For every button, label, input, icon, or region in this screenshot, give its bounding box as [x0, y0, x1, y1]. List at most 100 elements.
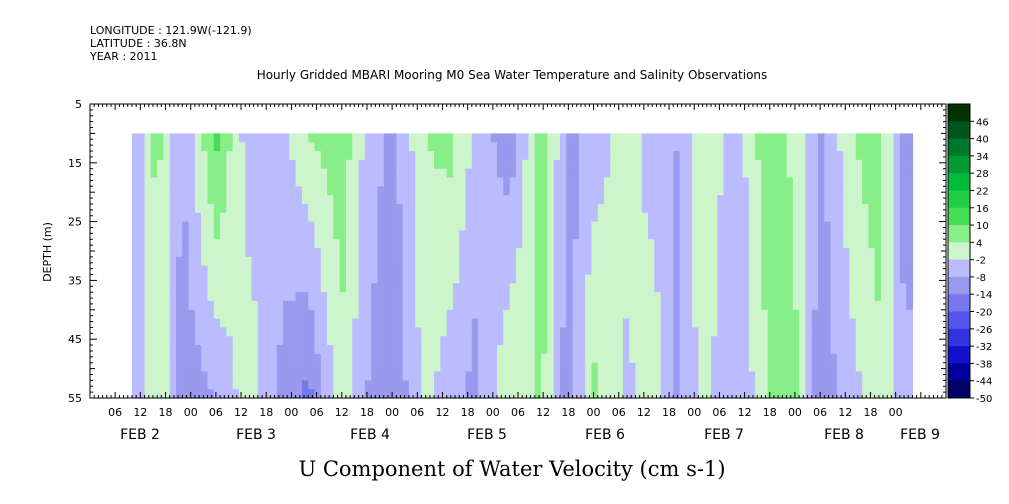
heat-cell — [723, 336, 731, 346]
heat-cell — [295, 336, 303, 346]
heat-cell — [478, 353, 486, 364]
colorbar-label: 40 — [976, 135, 989, 146]
heat-cell — [748, 336, 756, 346]
heat-cell — [830, 336, 838, 346]
heat-cell — [748, 327, 756, 337]
heat-cell — [176, 230, 183, 240]
heat-cell — [780, 300, 788, 311]
heat-cell — [163, 371, 171, 381]
heat-cell — [333, 309, 341, 320]
heat-cell — [478, 195, 486, 205]
heat-cell — [257, 195, 265, 205]
heat-cell — [232, 186, 240, 196]
heat-cell — [144, 274, 152, 284]
heat-cell — [182, 195, 190, 205]
heat-cell — [194, 274, 202, 284]
heat-cell — [213, 248, 221, 258]
heat-cell — [226, 239, 234, 249]
heat-cell — [578, 336, 586, 346]
heat-cell — [408, 230, 416, 240]
heat-cell — [289, 177, 297, 187]
heat-cell — [673, 371, 681, 381]
heat-cell — [339, 186, 347, 196]
heat-cell — [899, 336, 907, 346]
heat-cell — [333, 151, 341, 161]
heat-cell — [364, 309, 372, 320]
heat-cell — [534, 336, 542, 346]
heat-cell — [736, 230, 744, 240]
heat-cell — [723, 274, 731, 284]
heat-cell — [805, 248, 813, 258]
heat-cell — [880, 336, 888, 346]
heat-cell — [610, 318, 618, 329]
heat-cell — [522, 133, 530, 143]
colorbar-cell — [948, 311, 970, 330]
heat-cell — [220, 362, 227, 373]
heat-cell — [364, 371, 372, 381]
heat-cell — [578, 151, 586, 161]
heat-cell — [660, 371, 668, 381]
heat-cell — [654, 248, 662, 258]
heat-cell — [371, 327, 379, 337]
heat-cell — [673, 212, 681, 223]
heat-cell — [893, 186, 901, 196]
heat-cell — [597, 265, 605, 276]
heat-cell — [371, 336, 379, 346]
heat-cell — [729, 203, 737, 214]
heat-cell — [194, 248, 202, 258]
heat-cell — [799, 362, 807, 373]
heat-cell — [666, 203, 674, 214]
heat-cell — [220, 265, 227, 276]
heat-cell — [238, 239, 246, 249]
heat-cell — [799, 212, 807, 223]
heat-cell — [704, 248, 712, 258]
heat-cell — [194, 221, 202, 232]
heat-cell — [452, 274, 460, 284]
heat-cell — [610, 389, 618, 399]
x-tick-label: 06 — [813, 406, 827, 419]
heat-cell — [559, 142, 567, 152]
heat-cell — [446, 133, 454, 143]
heat-cell — [635, 221, 643, 232]
heat-cell — [578, 177, 586, 187]
heat-cell — [855, 362, 863, 373]
heat-cell — [396, 212, 404, 223]
heat-cell — [471, 318, 479, 329]
heat-cell — [131, 292, 139, 302]
heat-cell — [906, 195, 914, 205]
heat-cell — [736, 133, 744, 143]
heat-cell — [408, 309, 416, 320]
heat-cell — [660, 203, 668, 214]
heat-cell — [679, 283, 687, 293]
heat-cell — [578, 345, 586, 355]
heat-cell — [673, 300, 681, 311]
heat-cell — [648, 274, 655, 284]
heat-cell — [654, 151, 662, 161]
heat-cell — [843, 265, 851, 276]
heat-cell — [736, 256, 744, 267]
heat-cell — [188, 177, 196, 187]
heat-cell — [742, 318, 750, 329]
heat-cell — [698, 239, 706, 249]
heat-cell — [761, 186, 769, 196]
heat-cell — [805, 274, 813, 284]
heat-cell — [729, 230, 737, 240]
heat-cell — [314, 212, 322, 223]
heat-cell — [761, 389, 769, 399]
heat-cell — [704, 151, 712, 161]
heat-cell — [308, 318, 316, 329]
heat-cell — [635, 186, 643, 196]
heat-cell — [761, 239, 769, 249]
heat-cell — [591, 221, 599, 232]
heat-cell — [207, 195, 215, 205]
heat-cell — [880, 265, 888, 276]
heat-cell — [232, 345, 240, 355]
heat-cell — [880, 362, 888, 373]
heat-cell — [251, 142, 259, 152]
heat-cell — [220, 256, 227, 267]
heat-cell — [515, 256, 523, 267]
heat-cell — [289, 142, 297, 152]
heat-cell — [408, 389, 416, 399]
heat-cell — [522, 212, 530, 223]
heat-cell — [503, 274, 511, 284]
